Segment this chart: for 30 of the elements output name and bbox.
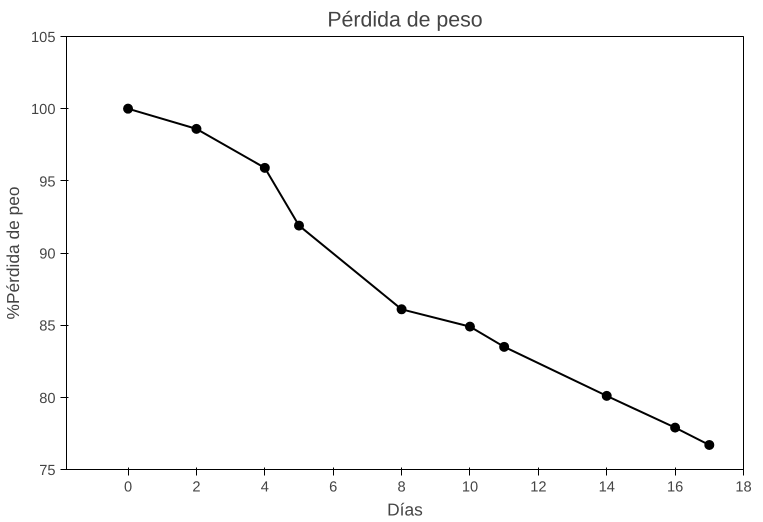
x-tick-label: 10 bbox=[462, 480, 478, 496]
x-tick-label: 8 bbox=[398, 480, 406, 496]
x-tick-label: 12 bbox=[530, 480, 547, 496]
x-tick-label: 16 bbox=[666, 480, 684, 496]
x-tick-label: 18 bbox=[735, 480, 752, 496]
point bbox=[464, 322, 475, 332]
y-tick-label: 95 bbox=[39, 174, 56, 190]
y-tick-label: 100 bbox=[31, 102, 56, 118]
x-tick-label: 0 bbox=[124, 480, 132, 496]
y-tick-label: 105 bbox=[31, 30, 56, 46]
point bbox=[123, 104, 134, 114]
y-tick-label: 75 bbox=[39, 463, 56, 479]
point bbox=[294, 220, 304, 231]
x-axis-title: Días bbox=[387, 500, 424, 520]
point bbox=[396, 304, 407, 314]
y-tick-label: 80 bbox=[39, 390, 56, 407]
x-tick-label: 14 bbox=[598, 480, 615, 496]
x-tick-label: 4 bbox=[260, 480, 269, 496]
y-tick-label: 85 bbox=[39, 318, 56, 335]
y-tick-label: 90 bbox=[39, 246, 56, 262]
x-tick-label: 2 bbox=[192, 480, 201, 496]
chart-title: Pérdida de peso bbox=[327, 8, 483, 32]
y-axis-title: %Pérdida de peo bbox=[3, 186, 24, 320]
point bbox=[704, 440, 714, 450]
point bbox=[260, 162, 270, 173]
point bbox=[499, 342, 510, 352]
x-tick-label: 6 bbox=[329, 480, 338, 496]
point bbox=[191, 124, 202, 134]
point bbox=[602, 390, 612, 401]
point bbox=[670, 422, 680, 433]
